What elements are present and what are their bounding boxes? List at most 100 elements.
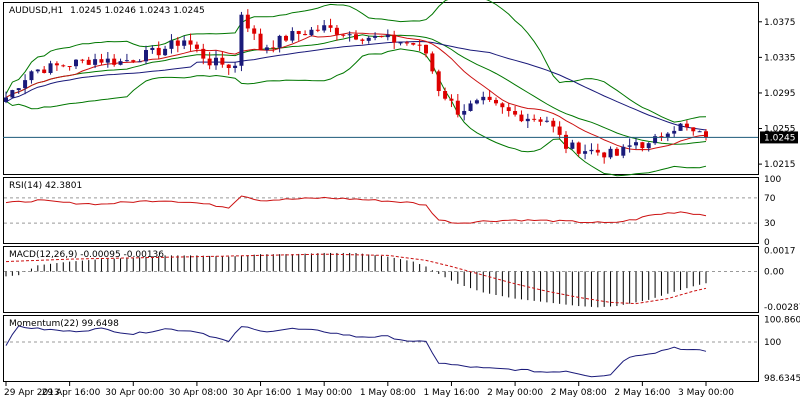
candle-body (672, 130, 677, 134)
candle-body (54, 63, 59, 66)
candle-body (360, 39, 365, 41)
macd-pane-frame (3, 246, 759, 313)
candle (277, 34, 282, 53)
candle-body (328, 25, 333, 28)
ohlc-readout: 1.0245 1.0246 1.0243 1.0245 (70, 6, 205, 16)
candle (334, 24, 339, 41)
candle (653, 133, 658, 145)
candle-body (589, 149, 594, 152)
candle (252, 25, 257, 40)
candle (634, 137, 638, 150)
candle (290, 27, 295, 43)
candle (74, 59, 78, 70)
candle (500, 102, 505, 114)
price-axis-tick-label: 1.0375 (764, 18, 796, 28)
candle-body (296, 31, 301, 35)
candle-body (627, 145, 632, 147)
candle-body (595, 149, 600, 153)
candle (614, 147, 619, 157)
candle (411, 42, 416, 46)
candle-body (290, 31, 295, 41)
candle (379, 35, 384, 38)
candle (474, 98, 479, 105)
rsi-pane-frame (3, 177, 759, 244)
candle (449, 94, 454, 108)
candle-body (277, 35, 282, 48)
candle (404, 40, 409, 46)
candle-body (564, 134, 568, 149)
candle-body (602, 152, 607, 158)
candle-body (245, 14, 250, 29)
candle (672, 126, 677, 138)
candle-body (118, 61, 123, 65)
candle-body (500, 103, 505, 108)
candle (659, 132, 664, 142)
candle-body (16, 88, 21, 91)
candle (481, 91, 486, 105)
candle-body (201, 48, 206, 59)
time-axis-tick-label: 30 Apr 08:00 (169, 388, 228, 398)
candle-body (86, 59, 91, 65)
candle (385, 29, 390, 41)
candle-body (525, 118, 530, 122)
macd-pane-title: MACD(12,26,9) -0.00095 -0.00136 (9, 250, 164, 260)
candle-body (474, 100, 479, 104)
candle (284, 34, 288, 43)
candle-body (309, 29, 314, 36)
candle-body (538, 119, 543, 122)
candle-body (226, 64, 231, 69)
current-price-label: 1.0245 (764, 133, 796, 143)
candle (602, 151, 607, 164)
candle (105, 52, 110, 68)
candle (583, 144, 588, 160)
time-axis-tick-label: 30 Apr 00:00 (105, 388, 164, 398)
candle (328, 18, 333, 33)
candle-body (640, 142, 645, 149)
candle (226, 64, 231, 75)
candle (589, 143, 594, 155)
candle (118, 58, 123, 66)
candle (163, 45, 168, 57)
candle (341, 33, 346, 38)
candle-body (424, 44, 428, 54)
candle (23, 74, 28, 95)
candle (494, 97, 498, 106)
candle (182, 35, 187, 50)
candle (271, 40, 276, 53)
candle (487, 89, 492, 102)
candle-body (303, 34, 308, 36)
candle-body (347, 34, 352, 36)
macd-axis-tick-label: 0.0017 (764, 246, 796, 256)
candle-body (532, 118, 537, 120)
candle-body (74, 59, 78, 67)
time-axis-tick-label: 3 May 00:00 (678, 388, 734, 398)
candle (608, 146, 613, 160)
candle-body (150, 47, 155, 51)
price-pane-title: AUDUSD,H1 1.0245 1.0246 1.0243 1.0245 (9, 6, 205, 16)
candle (570, 139, 575, 150)
time-axis-tick-label: 1 May 08:00 (360, 388, 416, 398)
candle (576, 141, 581, 157)
momentum-line (5, 325, 707, 378)
candle (392, 30, 397, 49)
macd-pane: 0.0017 0.00 -0.00287 (4, 246, 800, 313)
momentum-pane-frame (3, 315, 759, 382)
candle-body (112, 58, 117, 65)
candle-body (468, 103, 473, 111)
candle-body (544, 120, 549, 122)
candle (506, 102, 511, 117)
time-axis-tick-label: 2 May 00:00 (487, 388, 543, 398)
candle-body (29, 71, 34, 81)
candle-body (659, 136, 664, 138)
candle (201, 43, 206, 65)
candle-body (608, 148, 613, 158)
candle-body (207, 58, 212, 66)
candle-body (239, 14, 244, 66)
candle-body (704, 131, 708, 138)
rsi-pane: 100 70 30 0 (4, 175, 781, 248)
candle-body (436, 71, 441, 92)
price-pane: 1.0245 1.0375 1.0335 1.0295 1.0255 1.0215 (3, 0, 798, 177)
candle (48, 60, 53, 75)
